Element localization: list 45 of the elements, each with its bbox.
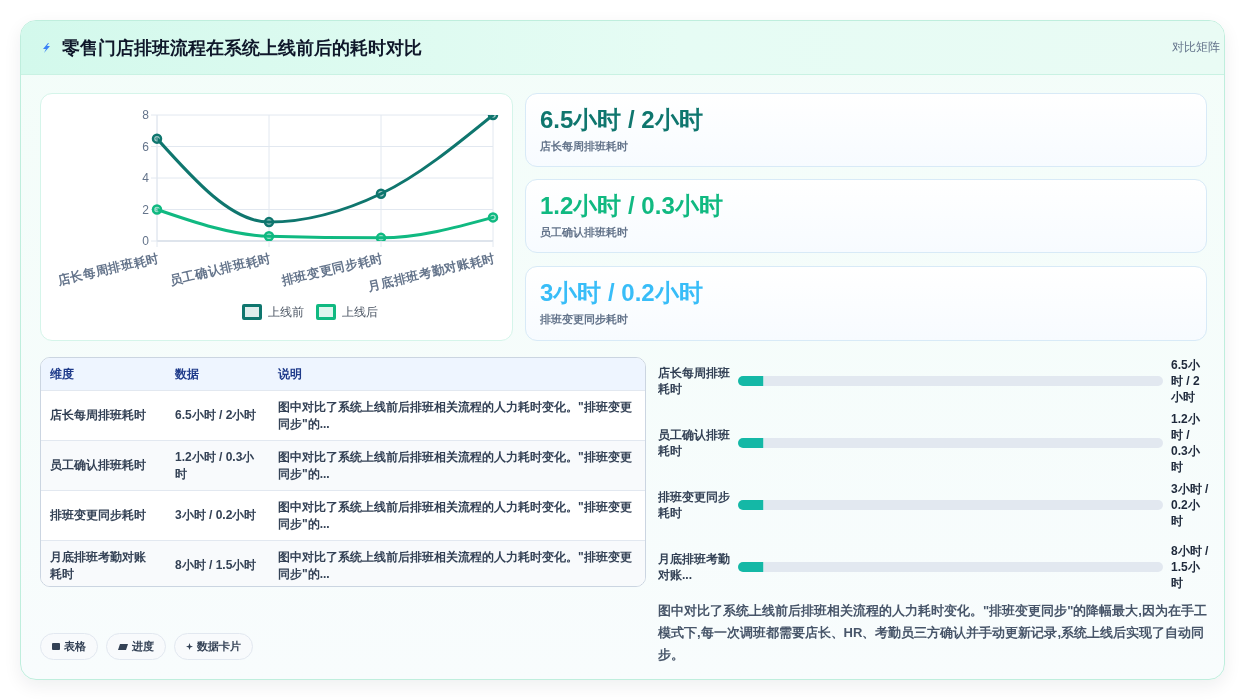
legend-label: 上线后 (342, 303, 378, 321)
x-tick-label: 员工确认排班耗时 (167, 249, 273, 288)
text: 3小时 / 0.2小时 (540, 279, 703, 306)
text: 图中对比了系统上线前后排班相关流程的人力耗时变化。"排班变更同步"的降幅最大,因为在手工模式下,每一次调班都需要店长、HR、考勤员三方确认并手动更新记录,系统上线后实现了自动同步。 (658, 603, 1207, 662)
text: 数据 (175, 366, 199, 381)
text: 排班变更同步耗时 (540, 313, 628, 325)
text: 维度 (50, 366, 74, 381)
y-tick-label: 店长每周排班耗时 (658, 365, 731, 398)
text: 零售门店排班流程在系统上线前后的耗时对比 (62, 37, 422, 58)
y-tick-label: 2 (142, 202, 150, 217)
text: 图中对比了系统上线前后排班相关流程的人力耗时变化。"排班变更同步"的... (278, 399, 632, 431)
point (375, 188, 387, 199)
text: 对比矩阵 (1172, 40, 1220, 54)
text: 月底排班考勤对账耗时 (50, 549, 146, 581)
y-tick-label: 0 (142, 234, 150, 249)
text: 图中对比了系统上线前后排班相关流程的人力耗时变化。"排班变更同步"的... (278, 549, 632, 581)
point (263, 231, 275, 241)
text: 8小时 / 1.5小时 (175, 558, 257, 572)
text: 8小时 / 1.5小时 (1171, 544, 1209, 590)
point (263, 216, 275, 228)
text: 1.2小时 / 0.3小时 (1171, 412, 1200, 474)
text: 说明 (278, 366, 302, 381)
y-tick-label: 4 (142, 171, 150, 186)
point (487, 212, 499, 223)
text: 1.2小时 / 0.3小时 (175, 449, 255, 481)
text: 数据卡片 (197, 639, 241, 654)
y-tick-label: 8 (142, 108, 150, 123)
text: 图中对比了系统上线前后排班相关流程的人力耗时变化。"排班变更同步"的... (278, 499, 632, 531)
text: 6.5小时 / 2小时 (1171, 358, 1200, 404)
text: 店长每周排班耗时 (540, 140, 628, 152)
text: 6.5小时 / 2小时 (175, 408, 257, 422)
text: 3小时 / 0.2小时 (175, 508, 257, 522)
y-tick-label: 排班变更同步耗时 (658, 489, 731, 522)
text: 3小时 / 0.2小时 (1171, 482, 1209, 528)
text: 图中对比了系统上线前后排班相关流程的人力耗时变化。"排班变更同步"的... (278, 449, 632, 481)
legend-label: 上线前 (268, 303, 304, 321)
y-tick-label: 6 (142, 139, 150, 154)
y-tick-label: 员工确认排班耗时 (658, 427, 731, 460)
text: 表格 (64, 639, 86, 654)
y-tick-label: 月底排班考勤对账... (658, 551, 731, 584)
text: 进度 (132, 639, 154, 654)
text: 员工确认排班耗时 (540, 226, 628, 238)
point (375, 232, 387, 241)
text: 6.5小时 / 2小时 (540, 106, 703, 133)
text: 1.2小时 / 0.3小时 (540, 192, 723, 219)
